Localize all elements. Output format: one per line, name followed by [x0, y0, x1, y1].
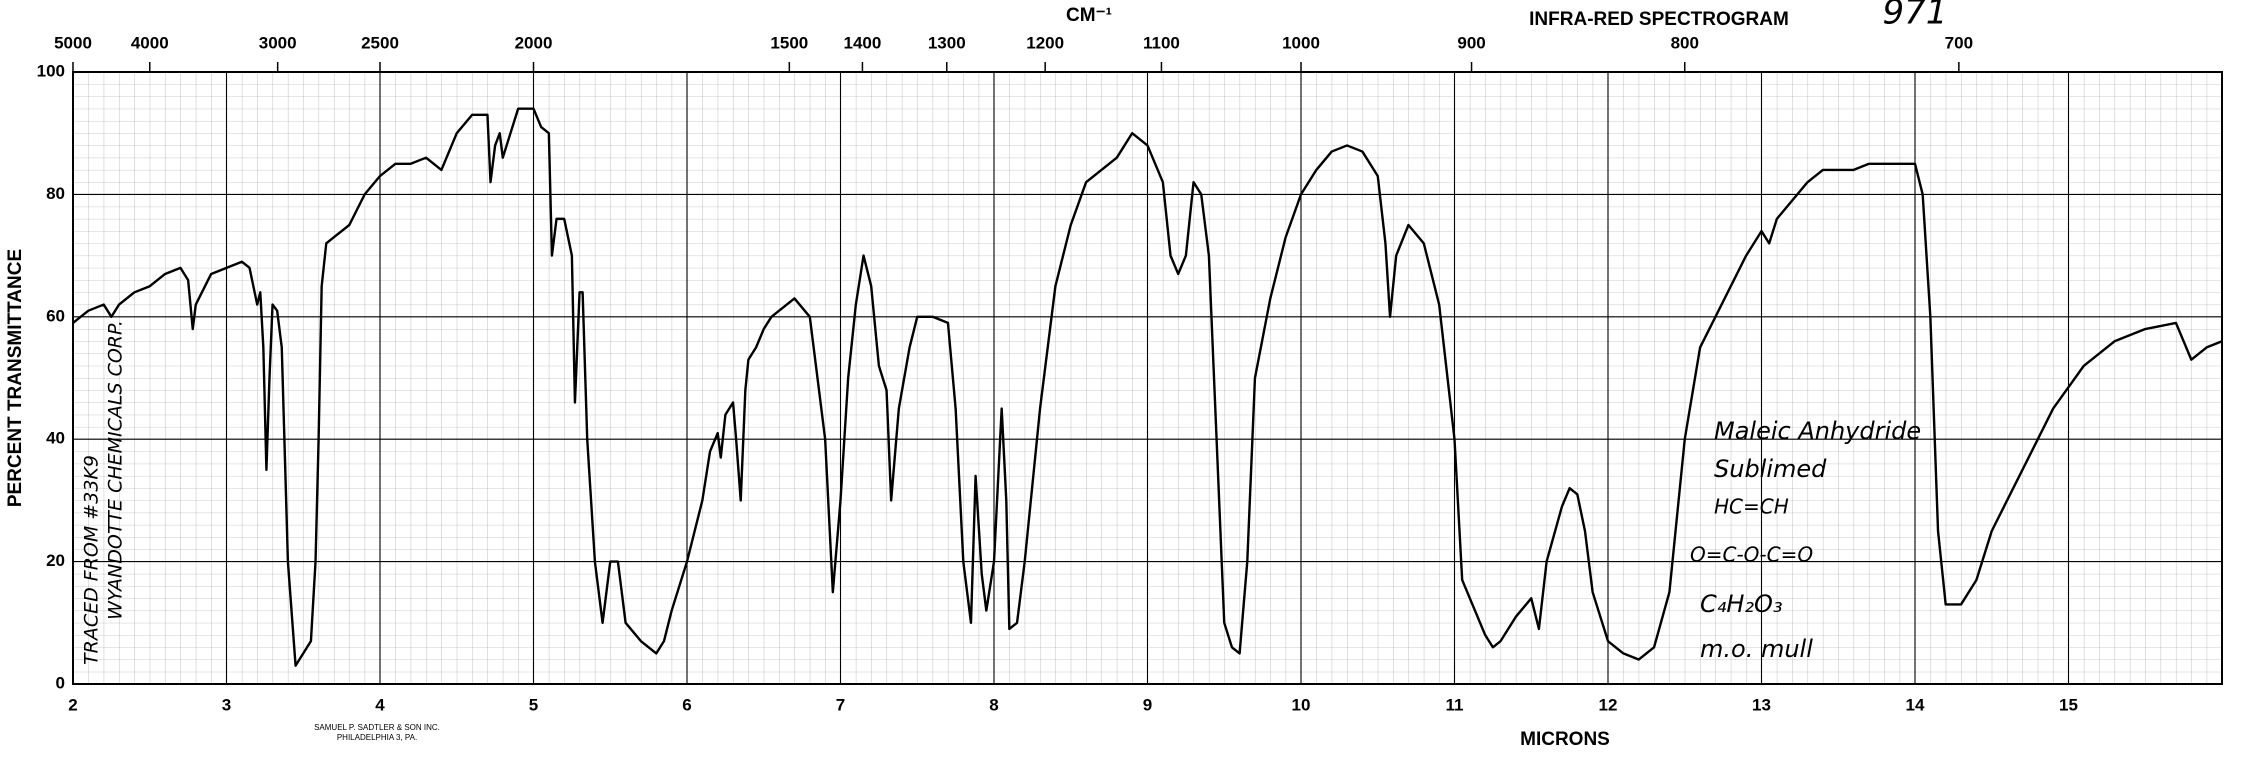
x-tick-label: 15	[2059, 695, 2078, 714]
y-tick-label: 80	[46, 184, 65, 203]
x2-tick-label: 1400	[844, 33, 882, 52]
side-note: WYANDOTTE CHEMICALS CORP.	[105, 320, 127, 620]
x-tick-label: 5	[529, 695, 538, 714]
x2-tick-label: 2500	[361, 33, 399, 52]
y-tick-label: 20	[46, 551, 65, 570]
publisher: PHILADELPHIA 3, PA.	[337, 733, 417, 742]
x2-axis-label: CM⁻¹	[1066, 5, 1112, 26]
x-tick-label: 13	[1752, 695, 1771, 714]
annotation: C₄H₂O₃	[1700, 590, 1783, 618]
annotation: O=C-O-C=O	[1690, 543, 1813, 567]
x2-tick-label: 700	[1945, 33, 1973, 52]
x2-tick-label: 3000	[259, 33, 297, 52]
publisher: SAMUEL P. SADTLER & SON INC.	[314, 723, 440, 732]
x-tick-label: 3	[222, 695, 231, 714]
annotation: HC=CH	[1714, 495, 1789, 519]
spectrum-line	[72, 107, 2223, 667]
x-tick-label: 4	[375, 695, 385, 714]
x2-tick-label: 1500	[770, 33, 808, 52]
x2-tick-label: 4000	[131, 33, 169, 52]
x-tick-label: 14	[1906, 695, 1925, 714]
x2-tick-label: 5000	[54, 33, 92, 52]
y-axis-label: PERCENT TRANSMITTANCE	[5, 249, 26, 507]
x2-tick-label: 1200	[1026, 33, 1064, 52]
x-tick-label: 8	[989, 695, 998, 714]
x2-tick-label: 1100	[1143, 33, 1180, 52]
x-tick-label: 12	[1599, 695, 1618, 714]
x2-tick-label: 800	[1671, 33, 1699, 52]
side-note: TRACED FROM #33K9	[81, 455, 103, 665]
x2-tick-label: 900	[1457, 33, 1485, 52]
x-tick-label: 11	[1446, 695, 1464, 714]
y-tick-label: 0	[56, 673, 65, 692]
x-tick-label: 9	[1143, 695, 1152, 714]
x-tick-label: 10	[1292, 695, 1311, 714]
x2-tick-label: 1300	[928, 33, 966, 52]
x-tick-label: 2	[68, 695, 77, 714]
y-tick-label: 40	[46, 429, 65, 448]
sheet-number: 971	[1883, 0, 1948, 33]
x-tick-label: 7	[836, 695, 845, 714]
x2-tick-label: 1000	[1282, 33, 1320, 52]
annotation: m.o. mull	[1700, 635, 1813, 663]
y-tick-label: 100	[37, 61, 65, 80]
x-tick-label: 6	[682, 695, 691, 714]
y-tick-label: 60	[46, 306, 65, 325]
annotation: Maleic Anhydride	[1714, 417, 1921, 445]
annotation: Sublimed	[1714, 455, 1827, 483]
x2-tick-label: 2000	[515, 33, 553, 52]
chart-title: INFRA-RED SPECTROGRAM	[1529, 9, 1789, 30]
x-axis-label: MICRONS	[1520, 729, 1610, 750]
